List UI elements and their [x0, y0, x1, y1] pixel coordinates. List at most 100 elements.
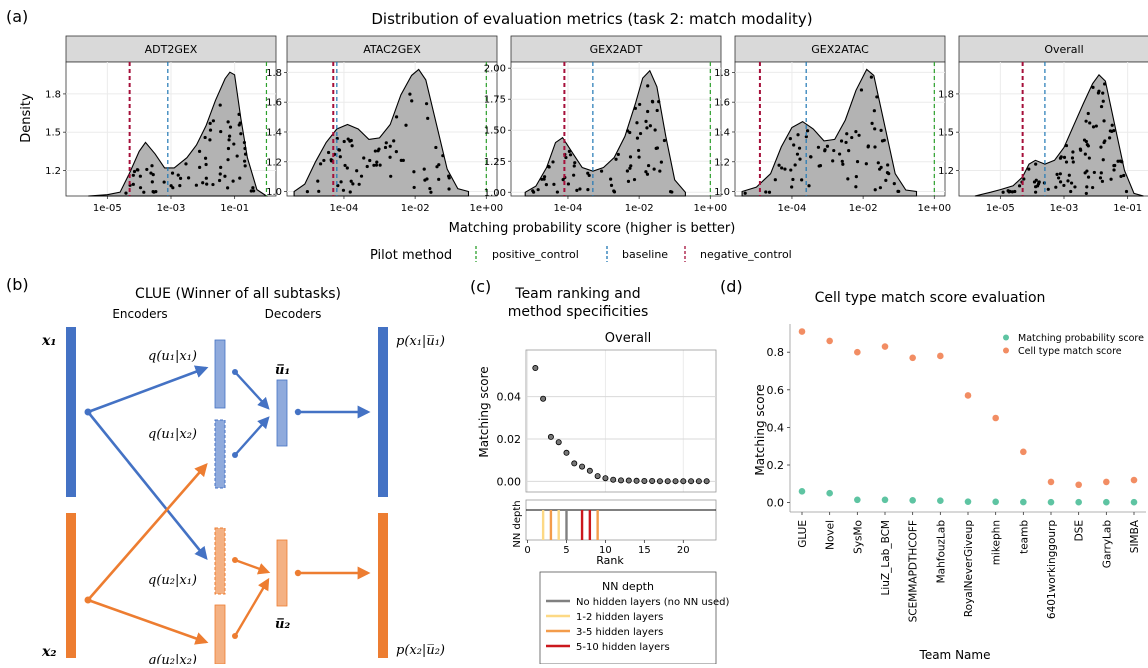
jitter-point: [831, 159, 835, 163]
jitter-point: [655, 146, 659, 150]
jitter-point: [870, 121, 874, 126]
jitter-point: [1122, 173, 1126, 178]
jitter-point: [412, 170, 416, 174]
panel-a-legend: Pilot method positive_control baseline n…: [370, 246, 792, 263]
jitter-point: [231, 179, 235, 183]
legend-marker: [1003, 334, 1009, 341]
jitter-point: [773, 178, 777, 182]
panel-a-title: Distribution of evaluation metrics (task…: [371, 10, 812, 28]
jitter-point: [242, 140, 247, 145]
jitter-point: [1027, 167, 1031, 171]
jitter-point: [389, 174, 393, 178]
panel-c-title-line2: method specificities: [508, 304, 649, 320]
jitter-point: [1098, 176, 1103, 180]
jitter-point: [218, 172, 222, 176]
y-tick-label: 1.4: [266, 127, 282, 138]
jitter-point: [218, 103, 222, 107]
jitter-point: [1055, 172, 1059, 177]
jitter-point: [655, 108, 659, 113]
jitter-point: [131, 173, 135, 177]
x-tick-label: 15: [638, 545, 651, 556]
jitter-point: [377, 147, 381, 151]
density-area: [293, 68, 470, 197]
rank-point: [579, 463, 586, 470]
jitter-point: [197, 149, 202, 154]
jitter-point: [1102, 119, 1106, 123]
score-point: [881, 343, 889, 350]
combine-arrows: [232, 369, 271, 639]
jitter-point: [211, 119, 215, 123]
jitter-point: [625, 169, 629, 173]
jitter-point: [1054, 185, 1058, 189]
jitter-point: [897, 189, 901, 194]
jitter-point: [242, 159, 247, 163]
jitter-point: [208, 128, 213, 132]
jitter-point: [616, 152, 620, 157]
jitter-point: [1099, 104, 1104, 109]
nn-legend-label: 5-10 hidden layers: [576, 642, 670, 653]
jitter-point: [572, 164, 576, 168]
score-point: [854, 348, 861, 356]
x-tick-label: 6401workinggourp: [1046, 520, 1058, 619]
x-tick-label: 1e-02: [849, 203, 878, 214]
jitter-point: [872, 109, 876, 113]
jitter-point: [348, 139, 352, 143]
jitter-point: [846, 177, 850, 181]
jitter-point: [243, 152, 248, 156]
jitter-point: [348, 190, 352, 194]
jitter-point: [800, 178, 804, 182]
jitter-point: [375, 160, 379, 164]
jitter-point: [368, 158, 372, 163]
jitter-point: [1109, 177, 1113, 181]
jitter-point: [355, 169, 359, 173]
x-tick-label: MahfouzLab: [935, 520, 947, 584]
rank-point: [664, 478, 671, 485]
jitter-point: [629, 164, 633, 168]
jitter-point: [138, 186, 143, 190]
jitter-point: [542, 175, 547, 179]
jitter-point: [628, 166, 632, 170]
jitter-point: [841, 162, 845, 166]
jitter-point: [392, 139, 396, 143]
y-tick-label: 1.5: [45, 128, 61, 139]
y-tick-label: 1.8: [266, 68, 282, 79]
score-point: [937, 497, 944, 505]
rank-point: [703, 478, 710, 485]
u1bar-label: u̅₁: [275, 363, 290, 378]
jitter-point: [637, 148, 641, 153]
jitter-point: [844, 140, 848, 145]
rank-point: [571, 460, 578, 467]
jitter-point: [208, 138, 212, 142]
jitter-point: [1112, 168, 1116, 172]
jitter-point: [227, 134, 232, 138]
jitter-point: [1110, 123, 1114, 127]
panel-d-xlabel: Team Name: [919, 648, 991, 662]
jitter-point: [1034, 178, 1038, 182]
jitter-point: [864, 162, 868, 166]
x-tick-label: 1e-03: [1050, 203, 1079, 214]
score-point: [1020, 448, 1027, 456]
nn-legend-title: NN depth: [602, 580, 654, 593]
panel-label-c: (c): [470, 277, 491, 296]
jitter-point: [1086, 175, 1091, 179]
jitter-point: [1037, 180, 1041, 185]
y-tick-label: 0.4: [767, 421, 785, 434]
jitter-point: [850, 135, 854, 140]
jitter-point: [384, 141, 388, 145]
panel-c-nn-ylabel: NN depth: [512, 500, 523, 547]
rank-point: [641, 477, 648, 484]
jitter-point: [657, 100, 661, 104]
jitter-point: [873, 188, 877, 192]
jitter-point: [138, 174, 142, 178]
jitter-point: [857, 133, 861, 137]
jitter-point: [1064, 143, 1069, 148]
jitter-point: [434, 145, 438, 150]
jitter-point: [428, 186, 432, 191]
jitter-point: [341, 188, 346, 192]
legend-marker: [1003, 347, 1009, 354]
jitter-point: [131, 182, 135, 186]
rank-point: [649, 477, 656, 484]
facet-label: GEX2ADT: [590, 43, 643, 56]
jitter-point: [226, 120, 230, 124]
